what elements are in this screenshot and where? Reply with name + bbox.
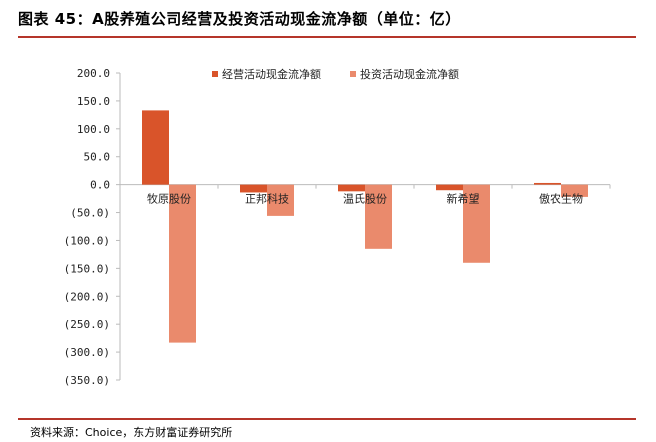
legend-swatch (350, 71, 356, 77)
x-category-label: 新希望 (447, 192, 480, 206)
y-tick-label: 100.0 (77, 123, 110, 136)
y-tick-label: (100.0) (64, 234, 110, 247)
bar-operating (240, 184, 267, 193)
y-tick-label: (300.0) (64, 346, 110, 359)
bar-operating (338, 184, 365, 192)
y-tick-label: 200.0 (77, 67, 110, 80)
bar-investing (365, 184, 392, 249)
bar-operating (436, 184, 463, 191)
source-note: 资料来源：Choice，东方财富证券研究所 (30, 426, 233, 439)
footer-rule (18, 418, 636, 420)
bar-operating (142, 110, 169, 185)
title-rule (18, 36, 636, 38)
chart-bars (142, 110, 588, 343)
legend-label: 投资活动现金流净额 (360, 67, 459, 81)
y-tick-label: (50.0) (70, 207, 110, 220)
chart-title: 图表 45：A股养殖公司经营及投资活动现金流净额（单位：亿） (18, 10, 461, 28)
x-category-label: 正邦科技 (245, 192, 289, 206)
bar-investing (169, 184, 196, 343)
y-tick-label: 150.0 (77, 95, 110, 108)
x-category-label: 牧原股份 (147, 192, 191, 206)
bar-operating (534, 182, 561, 185)
x-category-label: 傲农生物 (539, 192, 583, 206)
legend-label: 经营活动现金流净额 (222, 67, 321, 81)
y-tick-label: (350.0) (64, 374, 110, 387)
bar-investing (561, 184, 588, 197)
x-category-label: 温氏股份 (343, 193, 387, 206)
y-tick-label: (150.0) (64, 262, 110, 275)
y-tick-label: (250.0) (64, 318, 110, 331)
y-tick-label: (200.0) (64, 290, 110, 303)
bar-investing (463, 184, 490, 263)
y-tick-label: 0.0 (90, 179, 110, 192)
chart-labels: 200.0 150.0 100.0 50.0 0.0 (50.0) (100.0) (150.… (64, 67, 583, 387)
chart-legend: 经营活动现金流净额 投资活动现金流净额 (212, 67, 459, 81)
legend-swatch (212, 71, 218, 77)
bar-investing (267, 184, 294, 216)
y-tick-label: 50.0 (84, 151, 111, 164)
